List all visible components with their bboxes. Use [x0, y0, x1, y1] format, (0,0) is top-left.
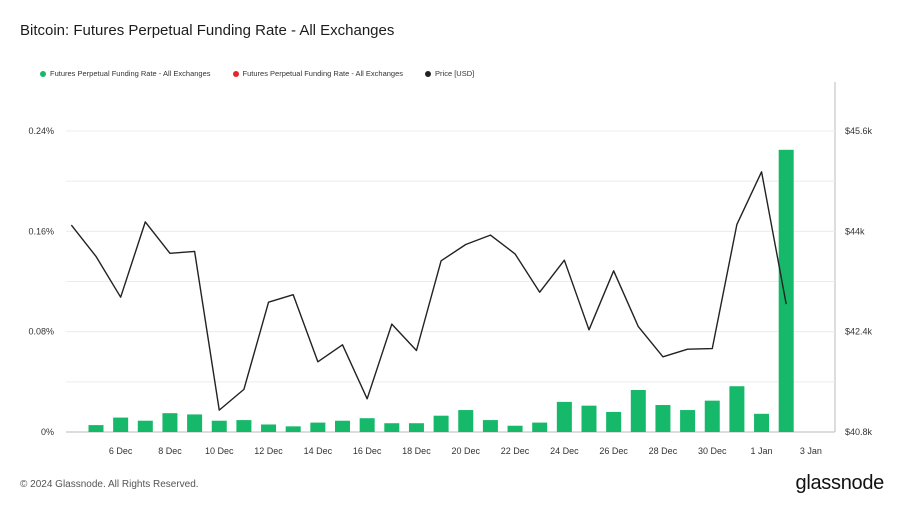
- legend-item-funding-rate-red[interactable]: Futures Perpetual Funding Rate - All Exc…: [232, 69, 404, 78]
- x-tick-label: 6 Dec: [109, 446, 133, 456]
- x-tick-label: 14 Dec: [304, 446, 333, 456]
- y-left-tick-label: 0.24%: [28, 126, 54, 136]
- chart-legend: Futures Perpetual Funding Rate - All Exc…: [40, 69, 474, 78]
- x-tick-label: 1 Jan: [751, 446, 773, 456]
- x-tick-label: 22 Dec: [501, 446, 530, 456]
- funding-rate-bar: [482, 420, 498, 432]
- legend-dot-green: [40, 70, 46, 77]
- funding-rate-bar: [162, 413, 178, 432]
- funding-rate-bar: [532, 422, 548, 432]
- price-line: [70, 171, 787, 411]
- funding-rate-bar: [310, 422, 326, 432]
- y-right-tick-label: $45.6k: [845, 126, 873, 136]
- funding-rate-bar: [88, 425, 104, 432]
- y-left-tick-label: 0.08%: [28, 327, 54, 337]
- funding-rate-bar: [187, 414, 203, 432]
- legend-dot-red: [232, 70, 239, 77]
- funding-rate-bar: [704, 400, 720, 432]
- x-tick-label: 30 Dec: [698, 446, 727, 456]
- funding-rate-bar: [606, 411, 622, 432]
- x-tick-label: 26 Dec: [599, 446, 628, 456]
- funding-rate-bar: [655, 405, 671, 432]
- funding-rate-bar: [113, 417, 129, 432]
- funding-rate-bar: [384, 423, 400, 432]
- funding-rate-bar: [754, 413, 770, 432]
- y-left-tick-label: 0%: [41, 427, 54, 437]
- copyright-text: © 2024 Glassnode. All Rights Reserved.: [20, 479, 199, 490]
- x-tick-label: 10 Dec: [205, 446, 234, 456]
- funding-rate-bar: [729, 386, 745, 432]
- x-tick-label: 24 Dec: [550, 446, 579, 456]
- legend-label-funding-rate: Futures Perpetual Funding Rate - All Exc…: [50, 69, 211, 78]
- legend-dot-black: [425, 70, 432, 77]
- funding-rate-bar: [433, 415, 449, 432]
- funding-rate-bar: [556, 401, 572, 432]
- legend-item-price[interactable]: Price [USD]: [425, 69, 474, 78]
- funding-rate-bar: [507, 425, 523, 432]
- y-left-tick-label: 0.16%: [28, 226, 54, 236]
- x-tick-label: 16 Dec: [353, 446, 382, 456]
- funding-rate-bar: [408, 423, 424, 432]
- x-tick-label: 20 Dec: [451, 446, 480, 456]
- funding-rate-bar: [335, 420, 350, 432]
- x-tick-label: 28 Dec: [649, 446, 678, 456]
- funding-rate-bar: [137, 420, 153, 432]
- chart-title: Bitcoin: Futures Perpetual Funding Rate …: [20, 22, 395, 39]
- x-tick-label: 3 Jan: [800, 446, 822, 456]
- x-tick-label: 18 Dec: [402, 446, 431, 456]
- funding-rate-bar: [680, 410, 696, 432]
- funding-rate-bar: [630, 389, 646, 432]
- funding-rate-bar: [458, 410, 474, 432]
- funding-rate-bar: [285, 426, 301, 432]
- legend-label-price: Price [USD]: [435, 69, 475, 78]
- legend-item-funding-rate[interactable]: Futures Perpetual Funding Rate - All Exc…: [40, 69, 211, 78]
- legend-label-funding-rate-red: Futures Perpetual Funding Rate - All Exc…: [242, 69, 404, 78]
- funding-rate-bar: [359, 418, 375, 432]
- y-right-tick-label: $42.4k: [845, 327, 873, 337]
- funding-rate-bar: [778, 149, 794, 432]
- x-tick-label: 8 Dec: [158, 446, 182, 456]
- glassnode-logo: glassnode: [795, 472, 885, 494]
- funding-rate-bar: [581, 405, 597, 432]
- y-right-tick-label: $40.8k: [845, 427, 873, 437]
- funding-rate-bar: [261, 424, 277, 432]
- funding-rate-bar: [236, 420, 252, 432]
- y-right-tick-label: $44k: [845, 226, 865, 236]
- funding-rate-bar: [211, 420, 227, 432]
- x-tick-label: 12 Dec: [254, 446, 283, 456]
